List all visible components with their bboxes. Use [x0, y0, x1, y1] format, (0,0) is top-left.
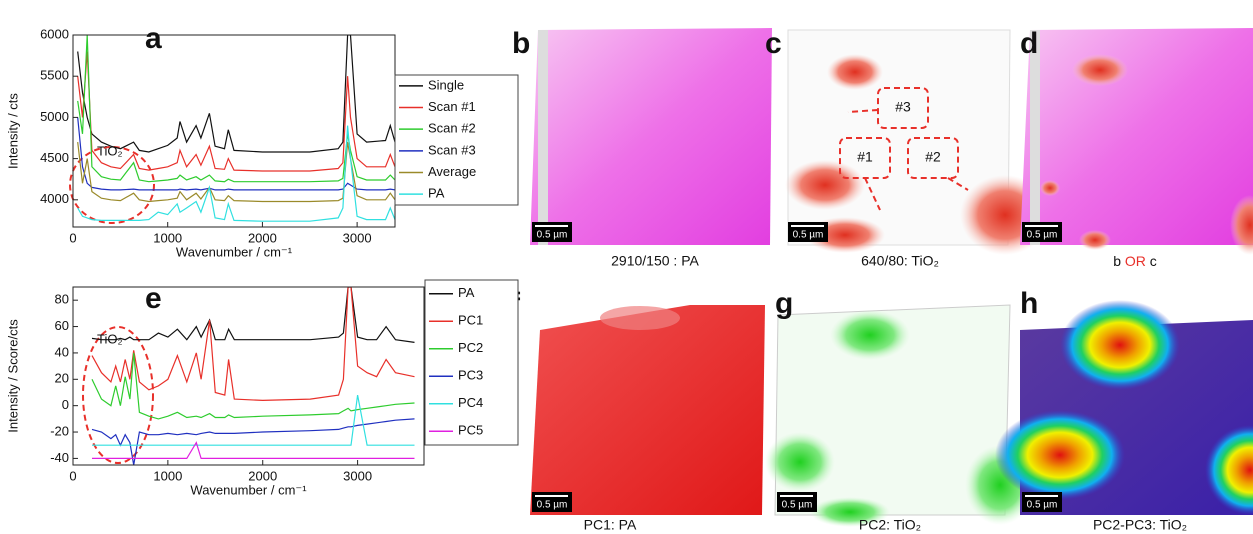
panel-d: 0.5 µm d b OR c: [1020, 27, 1253, 269]
series-line: [92, 441, 415, 459]
series-line: [77, 35, 395, 153]
highlight-ellipse: [69, 146, 155, 224]
panel-g: 0.5 µm g PC2: TiO₂: [765, 287, 1035, 533]
y-axis-label: Intensity / Score/cts: [5, 319, 20, 433]
x-tick-label: 1000: [153, 230, 182, 245]
panel-label: c: [765, 27, 782, 60]
x-tick-label: 2000: [248, 230, 277, 245]
series-line: [91, 418, 415, 465]
y-tick-label: 6000: [40, 26, 69, 41]
series-line: [92, 394, 415, 446]
y-tick-label: 40: [55, 344, 69, 359]
y-tick-label: -40: [50, 450, 69, 465]
highlight-ellipse: [82, 326, 154, 464]
legend-label: PC4: [458, 395, 483, 410]
y-tick-label: -20: [50, 423, 69, 438]
panel-f: 0.5 µm f PC1: PA: [510, 287, 765, 533]
x-tick-label: 2000: [248, 468, 277, 483]
y-tick-label: 0: [62, 397, 69, 412]
panel-label: a: [145, 22, 162, 55]
caption: PC1: PA: [584, 517, 637, 533]
y-tick-label: 5000: [40, 109, 69, 124]
legend-label: PC2: [458, 340, 483, 355]
legend-label: PA: [458, 285, 475, 300]
series-line: [91, 352, 415, 420]
region-label: #2: [925, 149, 941, 165]
caption: 640/80: TiO₂: [861, 253, 939, 269]
legend-label: Scan #1: [428, 99, 476, 114]
y-tick-label: 80: [55, 292, 69, 307]
x-tick-label: 3000: [343, 230, 372, 245]
x-axis-label: Wavenumber / cm⁻¹: [190, 482, 307, 497]
x-tick-label: 0: [69, 468, 76, 483]
series-line: [77, 51, 395, 172]
scale-bar-label: 0.5 µm: [1027, 230, 1058, 241]
panel-label: h: [1020, 287, 1038, 320]
legend-label: PA: [428, 186, 445, 201]
legend-box: [394, 74, 519, 206]
legend-label: Scan #2: [428, 121, 476, 136]
panel-label: b: [512, 27, 530, 60]
y-tick-label: 4000: [40, 191, 69, 206]
series-line: [91, 287, 415, 343]
legend-label: PC1: [458, 313, 483, 328]
scale-bar-label: 0.5 µm: [537, 230, 568, 241]
scale-bar-label: 0.5 µm: [537, 500, 568, 511]
x-tick-label: 3000: [343, 468, 372, 483]
y-tick-label: 5500: [40, 68, 69, 83]
caption: PC2: TiO₂: [859, 517, 921, 533]
caption: b OR c: [1113, 253, 1157, 269]
y-tick-label: 20: [55, 371, 69, 386]
annotation: TiO₂: [97, 331, 123, 346]
series-line: [77, 117, 395, 191]
series-line: [77, 35, 395, 183]
y-tick-label: 4500: [40, 150, 69, 165]
panel-b: 0.5 µm b 2910/150 : PA: [512, 27, 772, 269]
y-tick-label: 60: [55, 318, 69, 333]
panel-label: g: [775, 287, 793, 320]
legend-label: PC5: [458, 423, 483, 438]
plot-frame: [72, 286, 425, 466]
caption: PC2-PC3: TiO₂: [1093, 517, 1187, 533]
series-line: [91, 287, 415, 402]
legend-label: Single: [428, 77, 464, 92]
panel-label: e: [145, 282, 162, 315]
legend-box: [424, 279, 519, 446]
scale-bar-label: 0.5 µm: [1027, 500, 1058, 511]
panel-c: #3 #1 #2 0.5 µm c 640/80: TiO₂: [765, 27, 1050, 269]
y-axis-label: Intensity / cts: [5, 93, 20, 169]
legend-label: PC3: [458, 368, 483, 383]
caption: 2910/150 : PA: [611, 253, 699, 269]
annotation: TiO₂: [97, 143, 123, 158]
panel-label: d: [1020, 27, 1038, 60]
x-tick-label: 0: [69, 230, 76, 245]
legend-label: Scan #3: [428, 142, 476, 157]
panel-h: 0.5 µm h PC2-PC3: TiO₂: [995, 287, 1253, 533]
scale-bar-label: 0.5 µm: [793, 230, 824, 241]
region-label: #3: [895, 99, 911, 115]
legend-label: Average: [428, 164, 476, 179]
region-label: #1: [857, 149, 873, 165]
x-tick-label: 1000: [153, 468, 182, 483]
x-axis-label: Wavenumber / cm⁻¹: [176, 244, 293, 259]
scale-bar-label: 0.5 µm: [782, 500, 813, 511]
series-line: [77, 125, 395, 222]
